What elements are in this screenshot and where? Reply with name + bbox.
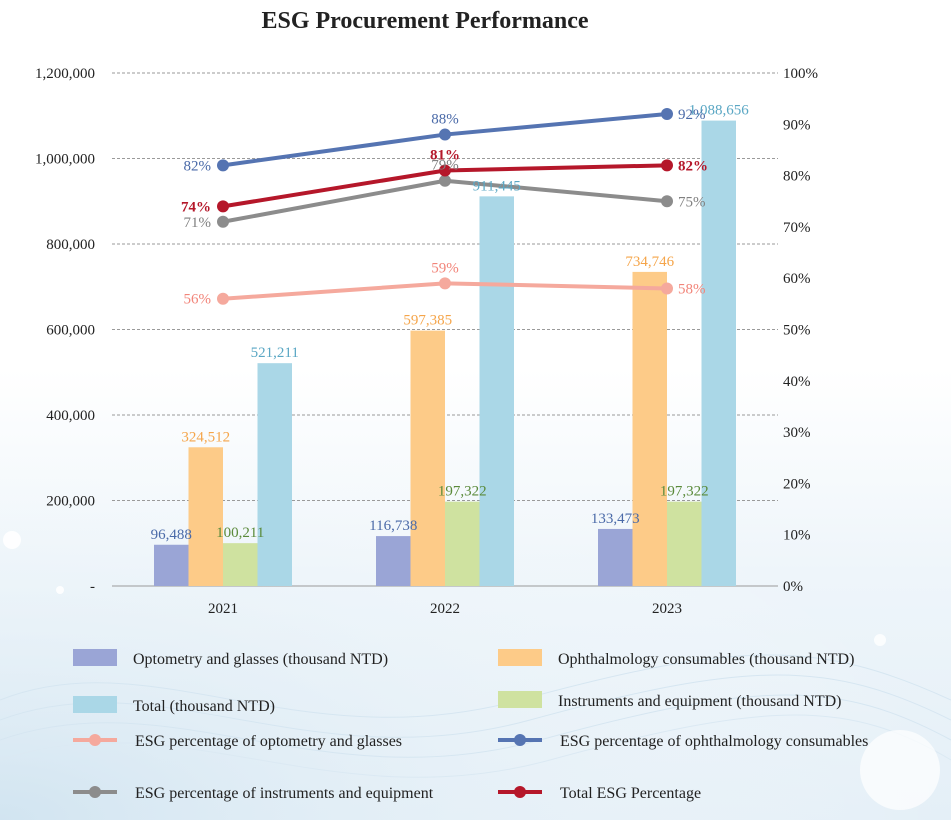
y-left-tick-label: 400,000 bbox=[46, 408, 95, 424]
line-point bbox=[439, 174, 451, 187]
line-value-label: 56% bbox=[184, 292, 212, 308]
line-point bbox=[217, 200, 229, 213]
line-value-label: 58% bbox=[678, 281, 706, 297]
y-right-tick-label: 10% bbox=[783, 528, 811, 544]
y-right-tick-label: 20% bbox=[783, 476, 811, 492]
bar-value-label: 1,088,656 bbox=[689, 103, 750, 119]
bar-value-label: 324,512 bbox=[181, 429, 230, 445]
line-point bbox=[661, 108, 673, 121]
chart-title: ESG Procurement Performance bbox=[261, 8, 588, 34]
y-right-tick-label: 50% bbox=[783, 323, 811, 339]
x-tick-label: 2023 bbox=[652, 601, 682, 617]
bar-value-label: 197,322 bbox=[438, 484, 487, 500]
y-right-tick-label: 60% bbox=[783, 271, 811, 287]
y-left-tick-label: - bbox=[90, 579, 95, 595]
bar bbox=[479, 196, 514, 586]
line-point bbox=[217, 215, 229, 228]
bar-value-label: 197,322 bbox=[660, 484, 709, 500]
legend-label: ESG percentage of instruments and equipm… bbox=[135, 785, 434, 802]
bars bbox=[154, 120, 736, 587]
legend-swatch bbox=[73, 649, 117, 666]
y-right-tick-label: 70% bbox=[783, 220, 811, 236]
bar bbox=[445, 501, 480, 586]
bar-value-label: 521,211 bbox=[251, 345, 299, 361]
bar-value-label: 116,738 bbox=[369, 518, 417, 534]
line-value-label: 88% bbox=[431, 112, 459, 128]
legend: Optometry and glasses (thousand NTD) Opht… bbox=[73, 649, 868, 802]
bar-value-label: 734,746 bbox=[625, 254, 674, 270]
bar-value-label: 100,211 bbox=[216, 525, 264, 541]
legend-marker bbox=[89, 734, 101, 746]
line-point bbox=[661, 282, 673, 295]
bar bbox=[701, 120, 736, 587]
bar bbox=[410, 330, 445, 586]
legend-label: Total ESG Percentage bbox=[560, 785, 701, 802]
line-value-label: 81% bbox=[430, 147, 460, 163]
line-point bbox=[661, 159, 673, 172]
legend-swatch bbox=[498, 691, 542, 708]
axes: - 200,000 400,000 600,000 800,000 1,000,000 1,… bbox=[35, 66, 818, 617]
line-value-label: 82% bbox=[184, 158, 212, 174]
legend-swatch bbox=[73, 696, 117, 713]
line-value-label: 82% bbox=[678, 158, 708, 174]
bar-value-label: 133,473 bbox=[591, 511, 640, 527]
legend-label: Optometry and glasses (thousand NTD) bbox=[133, 651, 388, 668]
line-point bbox=[439, 128, 451, 141]
y-right-tick-label: 40% bbox=[783, 374, 811, 390]
lines bbox=[217, 108, 673, 305]
y-right-tick-label: 100% bbox=[783, 66, 818, 82]
bar bbox=[154, 544, 189, 586]
legend-label: Total (thousand NTD) bbox=[133, 698, 275, 715]
line-value-label: 71% bbox=[184, 215, 212, 231]
line-point bbox=[439, 164, 451, 177]
y-left-tick-label: 600,000 bbox=[46, 323, 95, 339]
legend-marker bbox=[514, 734, 526, 746]
bar bbox=[223, 543, 258, 586]
y-left-tick-label: 1,000,000 bbox=[35, 152, 95, 168]
bar-value-label: 597,385 bbox=[403, 313, 452, 329]
line-value-label: 92% bbox=[678, 107, 706, 123]
bar bbox=[257, 363, 292, 586]
bar bbox=[632, 271, 667, 586]
line-value-label: 59% bbox=[431, 260, 459, 276]
series-line bbox=[222, 178, 668, 224]
y-left-tick-label: 1,200,000 bbox=[35, 66, 95, 82]
line-value-label: 74% bbox=[181, 199, 211, 215]
bar bbox=[188, 447, 223, 586]
y-right-tick-label: 80% bbox=[783, 169, 811, 185]
bar bbox=[376, 536, 411, 586]
y-left-tick-label: 800,000 bbox=[46, 237, 95, 253]
data-labels: 96,488 116,738 133,473 324,512 597,385 734,74… bbox=[151, 103, 750, 543]
background-decoration bbox=[0, 380, 951, 820]
legend-label: ESG percentage of optometry and glasses bbox=[135, 733, 402, 750]
line-point bbox=[217, 292, 229, 305]
y-right-tick-label: 30% bbox=[783, 425, 811, 441]
legend-marker bbox=[514, 786, 526, 798]
line-value-label: 79% bbox=[431, 158, 459, 174]
y-right-tick-label: 90% bbox=[783, 117, 811, 133]
y-right-tick-label: 0% bbox=[783, 579, 803, 595]
legend-swatch bbox=[498, 649, 542, 666]
line-point bbox=[439, 277, 451, 290]
legend-label: ESG percentage of ophthalmology consumab… bbox=[560, 733, 868, 750]
bar-value-label: 96,488 bbox=[151, 527, 192, 543]
bar bbox=[598, 528, 633, 586]
legend-label: Ophthalmology consumables (thousand NTD) bbox=[558, 651, 854, 668]
x-tick-label: 2022 bbox=[430, 601, 460, 617]
legend-marker bbox=[89, 786, 101, 798]
y-left-tick-label: 200,000 bbox=[46, 494, 95, 510]
line-point bbox=[217, 159, 229, 172]
bar-value-label: 911,445 bbox=[473, 178, 521, 194]
line-value-label: 75% bbox=[678, 194, 706, 210]
line-point bbox=[661, 195, 673, 208]
legend-label: Instruments and equipment (thousand NTD) bbox=[558, 693, 842, 710]
x-tick-label: 2021 bbox=[208, 601, 238, 617]
bar bbox=[667, 501, 702, 586]
